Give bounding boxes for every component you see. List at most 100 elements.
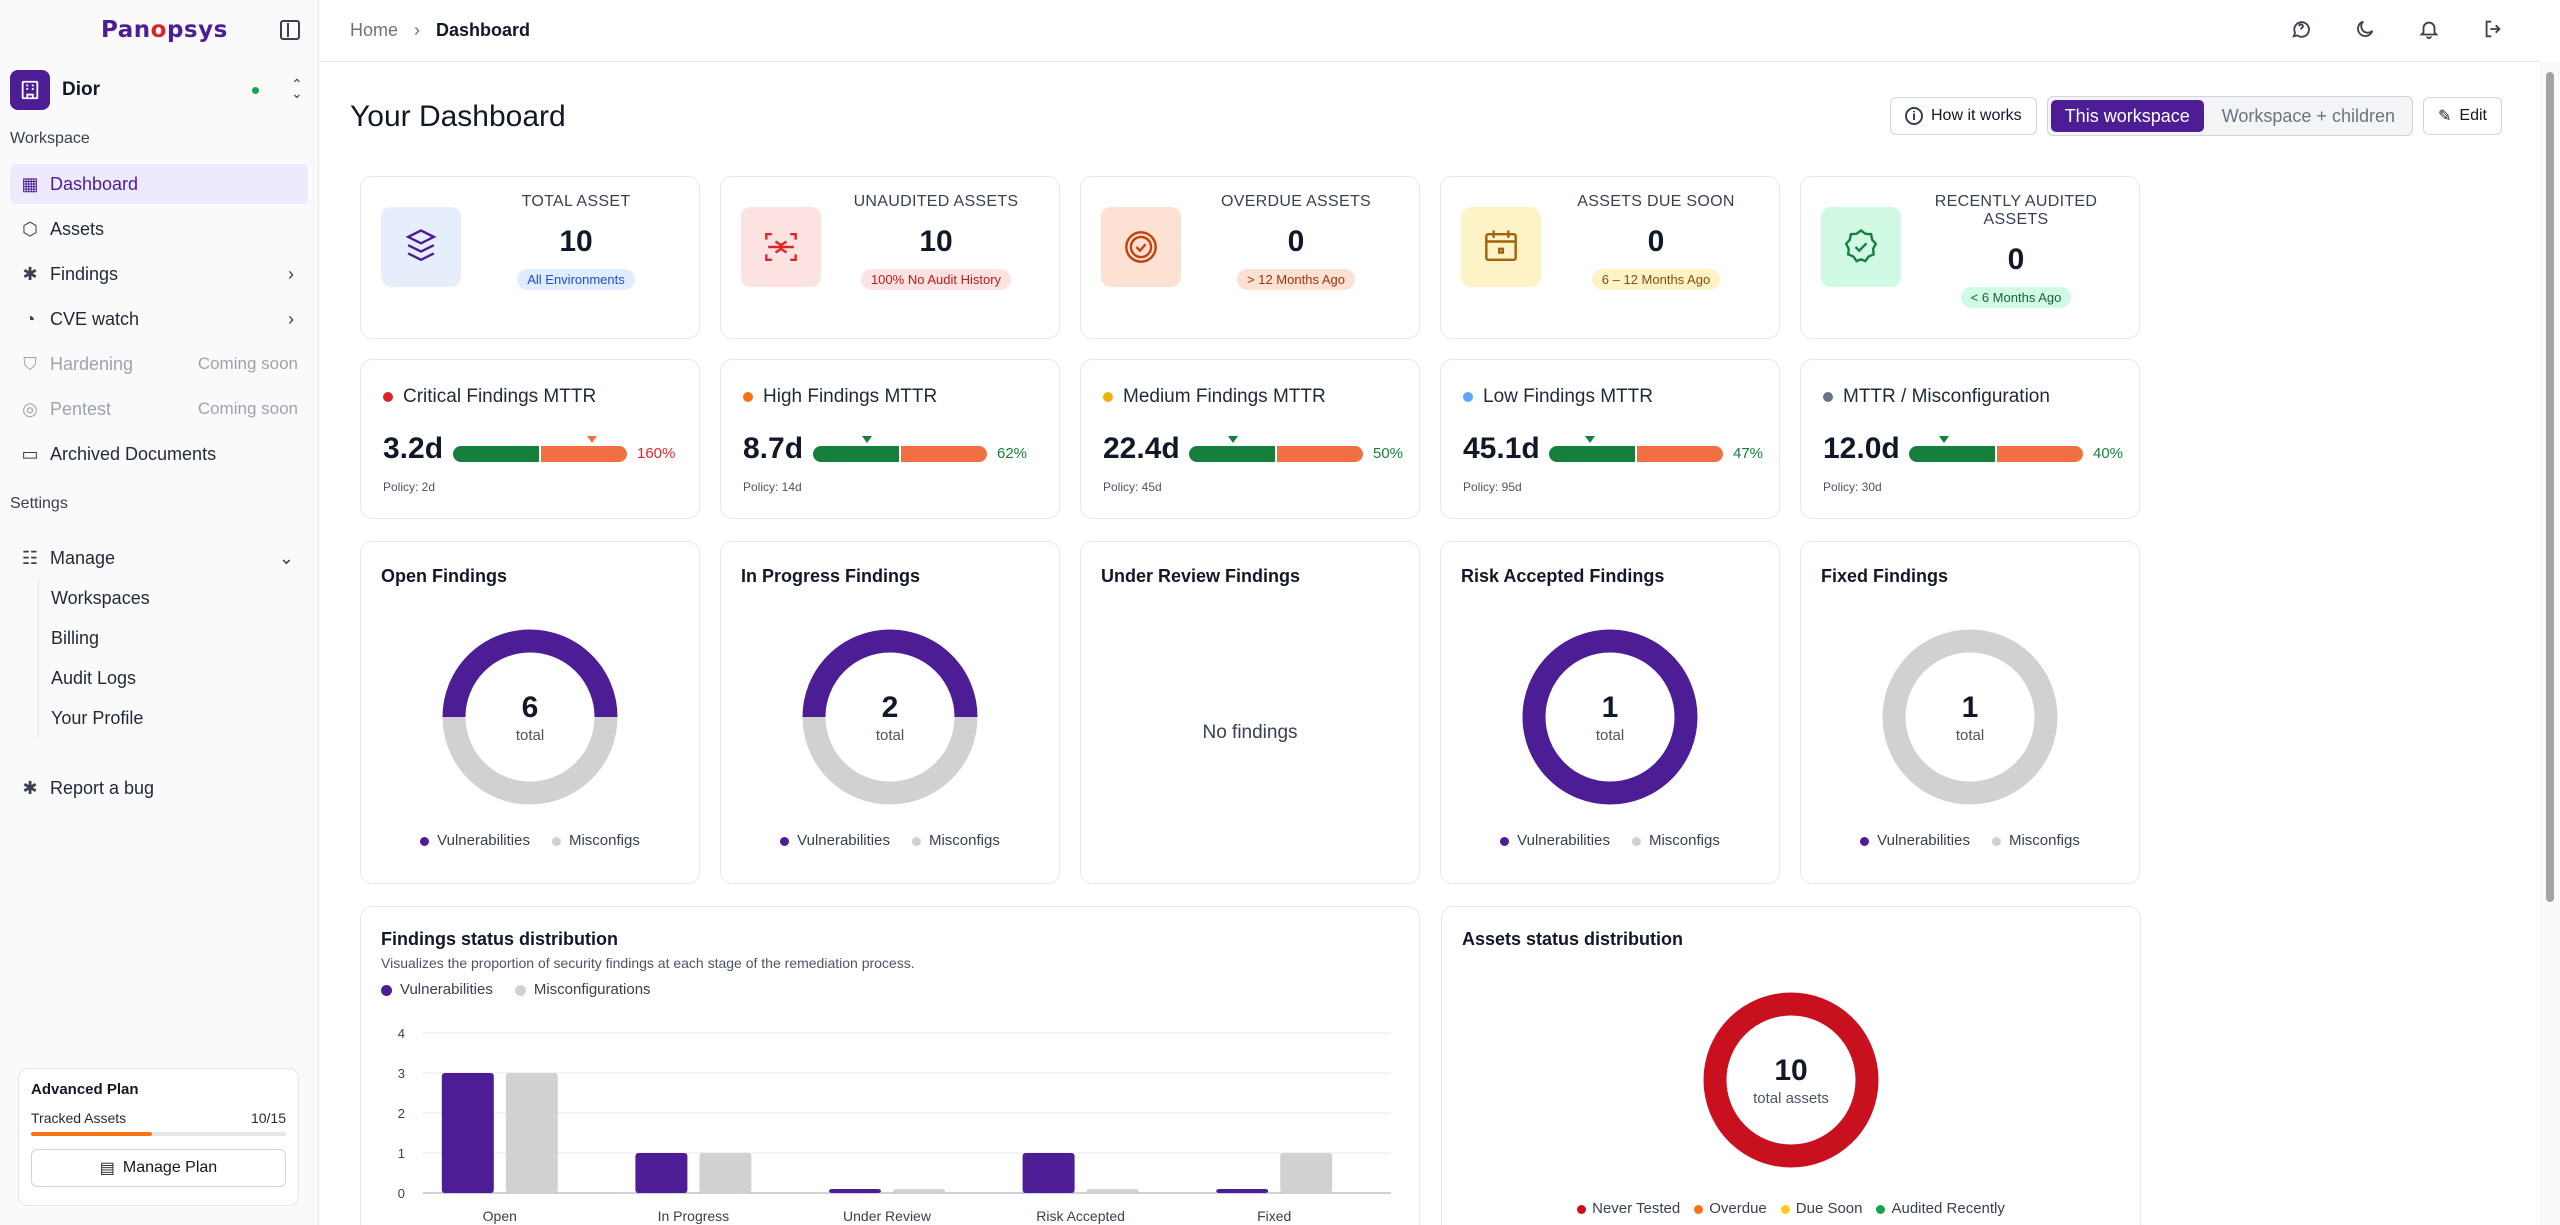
legend-audited-recently[interactable]: Audited Recently (1876, 1200, 2005, 1217)
sidebar-item-manage[interactable]: ☷ Manage ⌄ (10, 538, 308, 578)
submenu-item-audit-logs[interactable]: Audit Logs (51, 667, 137, 688)
findings-donut-slice-1[interactable] (1882, 629, 2058, 805)
sidebar-item-label: Hardening (50, 353, 134, 374)
legend-vulnerabilities[interactable]: Vulnerabilities (420, 832, 530, 849)
bar-vulnerabilities-in-progress[interactable] (635, 1153, 688, 1193)
app-logo[interactable]: Panopsys (101, 17, 228, 43)
sidebar-item-findings[interactable]: ✱ Findings › (10, 254, 308, 294)
scope-this-workspace[interactable]: This workspace (2050, 100, 2204, 132)
legend-vulnerabilities[interactable]: Vulnerabilities (780, 832, 890, 849)
stat-label: RECENTLY AUDITED ASSETS (1934, 193, 2098, 228)
asset-stat-card[interactable]: UNAUDITED ASSETS 10 100% No Audit Histor… (720, 176, 1060, 339)
mttr-percent: 50% (1373, 445, 1404, 462)
mttr-marker (1938, 436, 1949, 443)
sidebar-item-assets[interactable]: ⬡ Assets (10, 209, 308, 249)
page-scrollbar[interactable] (2540, 62, 2560, 1225)
asset-stat-card[interactable]: OVERDUE ASSETS 0 > 12 Months Ago (1080, 176, 1420, 339)
legend-misconfigs[interactable]: Misconfigs (1631, 832, 1720, 849)
plan-metric-label: Tracked Assets (31, 1110, 127, 1126)
mttr-card[interactable]: Low Findings MTTR 45.1d 47% Policy: 95d (1440, 359, 1780, 519)
legend-misconfigs[interactable]: Misconfigs (1991, 832, 2080, 849)
chart-subtitle: Visualizes the proportion of security fi… (381, 955, 915, 971)
asset-stat-card[interactable]: TOTAL ASSET 10 All Environments (360, 176, 700, 339)
legend-overdue[interactable]: Overdue (1694, 1200, 1767, 1217)
stat-label: ASSETS DUE SOON (1577, 193, 1735, 210)
breadcrumb-home[interactable]: Home (350, 20, 399, 40)
mttr-percent: 40% (2093, 445, 2124, 462)
bar-vulnerabilities-under-review[interactable] (829, 1189, 881, 1193)
mttr-card[interactable]: High Findings MTTR 8.7d 62% Policy: 14d (720, 359, 1060, 519)
bar-misconfigurations-under-review[interactable] (893, 1189, 945, 1193)
grid-icon: ▦ (21, 174, 39, 194)
manage-plan-button[interactable]: ▤ Manage Plan (31, 1149, 286, 1187)
bar-vulnerabilities-open[interactable] (441, 1073, 494, 1193)
findings-donut: 1 total (1881, 628, 2059, 806)
findings-donut-slice-1[interactable] (442, 716, 618, 805)
info-icon: i (1905, 107, 1923, 125)
asset-stat-card[interactable]: RECENTLY AUDITED ASSETS 0 < 6 Months Ago (1800, 176, 2140, 339)
no-findings-message: No findings (1202, 722, 1298, 743)
findings-donut-slice-0[interactable] (1522, 629, 1698, 805)
sidebar-item-dashboard[interactable]: ▦ Dashboard (10, 164, 308, 204)
donut-legend: Vulnerabilities Misconfigs (721, 832, 1059, 849)
findings-donut-svg (442, 629, 618, 805)
bar-misconfigurations-in-progress[interactable] (699, 1153, 752, 1193)
legend-misconfigurations[interactable]: Misconfigurations (514, 981, 651, 998)
help-icon[interactable] (2289, 18, 2313, 42)
sidebar-item-archived-documents[interactable]: ▭ Archived Documents (10, 434, 308, 474)
submenu-item-billing[interactable]: Billing (51, 627, 100, 648)
legend-due-soon[interactable]: Due Soon (1780, 1200, 1862, 1217)
card-title: Open Findings (381, 566, 507, 586)
donut-center: 2 total (801, 628, 979, 806)
edit-button[interactable]: ✎ Edit (2422, 97, 2502, 135)
sidebar-toggle-icon[interactable] (280, 20, 300, 40)
y-tick-label: 2 (398, 1106, 405, 1121)
bell-icon[interactable] (2417, 18, 2441, 42)
scope-workspace-children[interactable]: Workspace + children (2221, 105, 2395, 126)
asset-stat-card[interactable]: ASSETS DUE SOON 0 6 – 12 Months Ago (1440, 176, 1780, 339)
bar-misconfigurations-fixed[interactable] (1280, 1153, 1333, 1193)
severity-dot (1463, 392, 1473, 402)
submenu-item-workspaces[interactable]: Workspaces (51, 587, 150, 608)
mttr-card[interactable]: Critical Findings MTTR 3.2d 160% Policy:… (360, 359, 700, 519)
workspace-status-dot (252, 87, 259, 94)
card-title: In Progress Findings (741, 566, 921, 586)
mttr-value: 12.0d (1823, 432, 1900, 465)
legend-vulnerabilities[interactable]: Vulnerabilities (381, 981, 493, 998)
bug-icon: ✱ (22, 264, 38, 284)
legend-misconfigs[interactable]: Misconfigs (911, 832, 1000, 849)
legend-vulnerabilities[interactable]: Vulnerabilities (1860, 832, 1970, 849)
breadcrumb: Home › Dashboard (350, 20, 530, 41)
bar-vulnerabilities-risk-accepted[interactable] (1022, 1153, 1075, 1193)
bar-misconfigurations-risk-accepted[interactable] (1086, 1189, 1139, 1193)
stat-badge: 100% No Audit History (860, 269, 1012, 290)
bar-misconfigurations-open[interactable] (505, 1073, 558, 1193)
scrollbar-thumb[interactable] (2546, 72, 2554, 902)
sidebar-item-hardening: ⛉ Hardening Coming soon (10, 344, 308, 384)
bar-vulnerabilities-fixed[interactable] (1216, 1189, 1269, 1193)
legend-never-tested[interactable]: Never Tested (1577, 1200, 1680, 1217)
layers-icon (381, 207, 461, 287)
how-it-works-button[interactable]: i How it works (1890, 97, 2037, 135)
submenu-item-your-profile[interactable]: Your Profile (51, 707, 144, 728)
legend-misconfigs[interactable]: Misconfigs (551, 832, 640, 849)
workspace-switcher[interactable]: Dior ⌃ ⌄ (0, 60, 318, 120)
legend-vulnerabilities[interactable]: Vulnerabilities (1500, 832, 1610, 849)
sidebar-item-report-bug[interactable]: ✱ Report a bug (10, 768, 308, 808)
sidebar-item-cve-watch[interactable]: ◔ CVE watch › (10, 299, 308, 339)
mttr-card[interactable]: Medium Findings MTTR 22.4d 50% Policy: 4… (1080, 359, 1420, 519)
findings-donut-slice-0[interactable] (802, 629, 978, 718)
manage-plan-label: Manage Plan (122, 1159, 218, 1176)
moon-icon[interactable] (2353, 18, 2377, 42)
mttr-value: 8.7d (743, 432, 804, 465)
mttr-card[interactable]: MTTR / Misconfiguration 12.0d 40% Policy… (1800, 359, 2140, 519)
donut-total-label: total (515, 726, 545, 744)
assets-donut-slice-0[interactable] (1703, 992, 1879, 1168)
nav-list: ▦ Dashboard ⬡ Assets ✱ Findings › ◔ CVE watc… (0, 164, 318, 474)
mttr-progress-bar (453, 446, 627, 462)
assets-donut: 10 total assets (1702, 991, 1880, 1169)
findings-donut-slice-1[interactable] (802, 716, 978, 805)
findings-donut: 6 total (441, 628, 619, 806)
findings-donut-slice-0[interactable] (442, 629, 618, 718)
logout-icon[interactable] (2481, 18, 2505, 42)
